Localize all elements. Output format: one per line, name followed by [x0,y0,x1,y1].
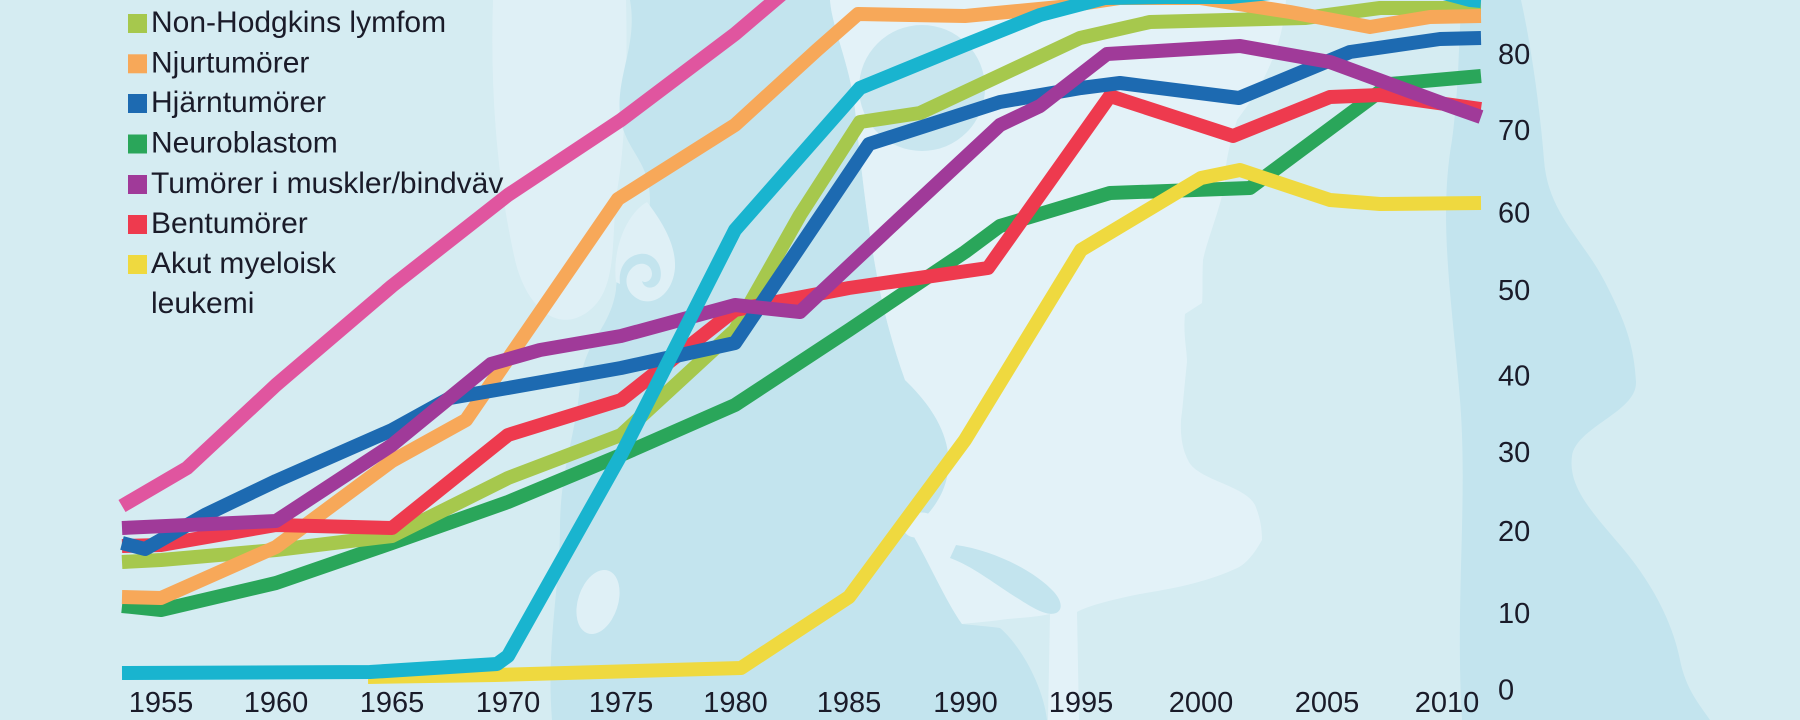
svg-text:20: 20 [1498,516,1530,548]
svg-text:Bentumörer: Bentumörer [151,207,308,240]
svg-text:0: 0 [1498,675,1514,707]
svg-text:1975: 1975 [589,687,654,719]
svg-text:Non-Hodgkins lymfom: Non-Hodgkins lymfom [151,6,446,39]
svg-text:1985: 1985 [817,687,882,719]
svg-text:Hjärntumörer: Hjärntumörer [151,86,326,119]
svg-text:1955: 1955 [129,687,194,719]
svg-text:1990: 1990 [933,687,998,719]
svg-text:2010: 2010 [1415,687,1480,719]
svg-text:1965: 1965 [360,687,425,719]
svg-text:10: 10 [1498,598,1530,630]
svg-text:leukemi: leukemi [151,287,254,320]
svg-text:Njurtumörer: Njurtumörer [151,46,309,79]
svg-text:30: 30 [1498,437,1530,469]
svg-text:Neuroblastom: Neuroblastom [151,127,338,160]
svg-text:50: 50 [1498,275,1530,307]
svg-text:60: 60 [1498,198,1530,230]
svg-text:2005: 2005 [1295,687,1360,719]
svg-text:1980: 1980 [703,687,768,719]
svg-text:70: 70 [1498,115,1530,147]
svg-text:80: 80 [1498,39,1530,71]
svg-text:1970: 1970 [476,687,541,719]
svg-text:1995: 1995 [1049,687,1114,719]
svg-text:2000: 2000 [1169,687,1234,719]
svg-text:40: 40 [1498,361,1530,393]
svg-text:Tumörer i muskler/bindväv: Tumörer i muskler/bindväv [151,167,503,200]
svg-text:Akut myeloisk: Akut myeloisk [151,247,337,280]
svg-text:1960: 1960 [244,687,309,719]
